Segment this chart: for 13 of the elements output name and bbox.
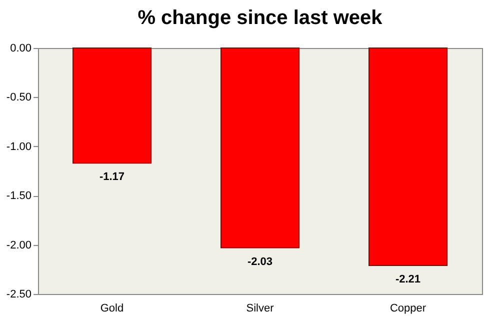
data-label: -1.17	[99, 171, 125, 184]
x-tick-label: Silver	[246, 302, 274, 314]
x-tick-label: Gold	[100, 302, 124, 314]
data-label: -2.21	[395, 273, 421, 286]
y-tick-label: -1.00	[6, 140, 32, 153]
y-tick-label: -1.50	[6, 190, 32, 202]
y-tick-label: -2.50	[6, 288, 32, 300]
chart-title: % change since last week	[138, 7, 384, 29]
data-label: -2.03	[247, 256, 273, 268]
x-tick-label: Copper	[390, 302, 426, 314]
y-tick-label: -2.00	[6, 239, 32, 252]
y-tick-label: 0.00	[10, 42, 32, 54]
y-tick-label: -0.50	[6, 92, 32, 104]
